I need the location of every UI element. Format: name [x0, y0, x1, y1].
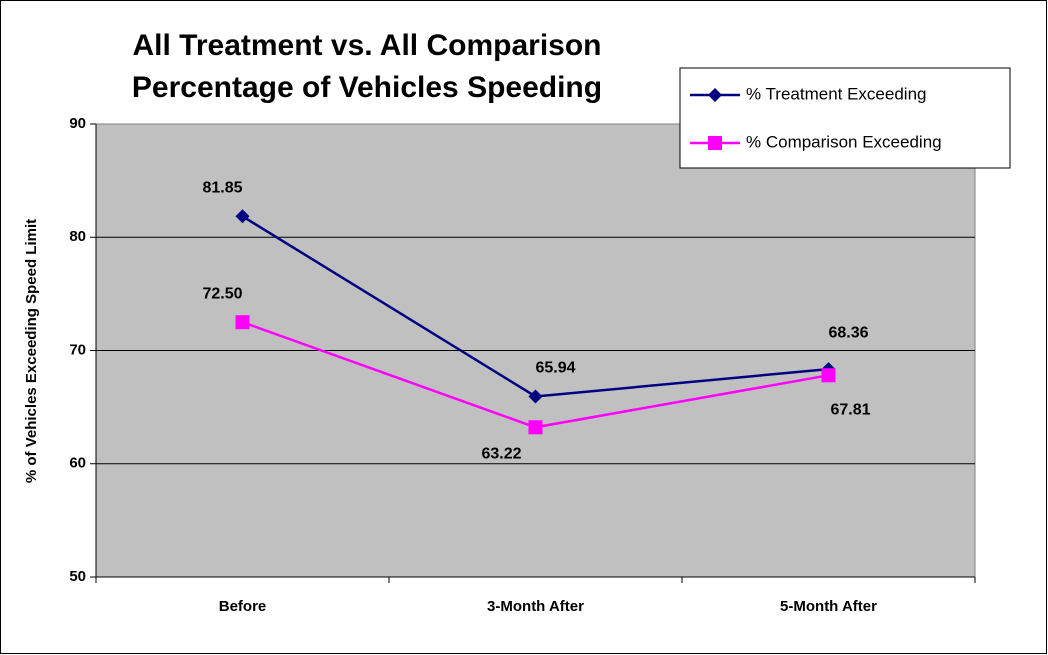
- x-tick-label: Before: [219, 598, 267, 615]
- y-axis-label: % of Vehicles Exceeding Speed Limit: [23, 219, 40, 483]
- y-tick-label: 50: [69, 568, 86, 585]
- marker: [528, 389, 543, 404]
- data-label: 65.94: [535, 360, 575, 377]
- marker: [708, 136, 722, 150]
- data-label: 67.81: [830, 402, 870, 419]
- chart-title: All Treatment vs. All Comparison: [133, 29, 602, 62]
- y-tick-label: 80: [69, 228, 86, 245]
- chart-title: Percentage of Vehicles Speeding: [132, 71, 602, 104]
- legend-label: % Comparison Exceeding: [746, 132, 942, 151]
- y-tick-label: 90: [69, 115, 86, 132]
- x-tick-label: 5-Month After: [780, 598, 877, 615]
- y-tick-label: 70: [69, 341, 86, 358]
- marker: [528, 420, 543, 435]
- marker: [821, 368, 836, 383]
- legend-label: % Treatment Exceeding: [746, 84, 926, 103]
- y-tick-label: 60: [69, 455, 86, 472]
- marker: [235, 315, 250, 330]
- data-label: 68.36: [828, 324, 868, 341]
- data-label: 63.22: [481, 446, 521, 463]
- data-label: 81.85: [202, 180, 242, 197]
- marker: [235, 209, 250, 224]
- marker: [708, 88, 722, 102]
- x-tick-label: 3-Month After: [487, 598, 584, 615]
- data-label: 72.50: [202, 285, 242, 302]
- legend: [679, 67, 1011, 169]
